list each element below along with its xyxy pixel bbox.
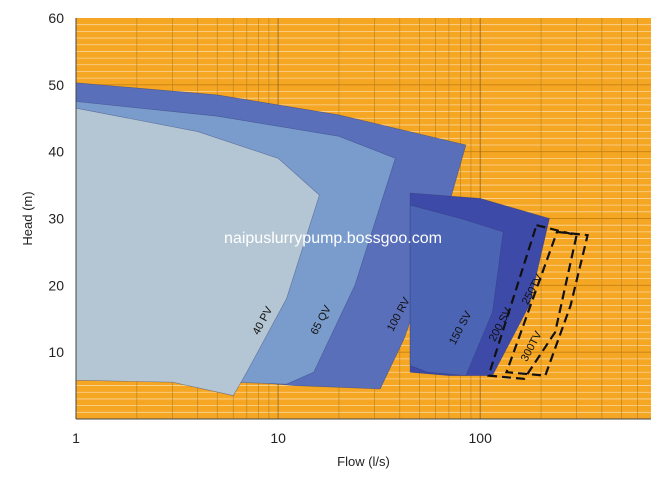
dashed-regions [487,223,589,381]
x-tick-label: 10 [270,430,286,446]
y-tick-label: 60 [48,10,64,26]
y-tick-label: 40 [48,144,64,160]
region-40-pv [75,107,320,396]
y-tick-label: 10 [48,344,64,360]
region-150-sv [409,204,504,376]
y-tick-label: 30 [48,211,64,227]
region-300tv [504,230,589,377]
y-tick-label: 20 [48,277,64,293]
x-axis-title: Flow (l/s) [337,454,390,469]
x-tick-label: 100 [469,430,493,446]
pump-regions [75,82,550,396]
watermark: naipuslurrypump.bossgoo.com [224,230,442,247]
region-250tv [487,223,578,381]
y-axis-title: Head (m) [20,191,35,245]
axes: 1 10 100 10 20 30 40 50 60 [48,10,651,446]
x-tick-label: 1 [72,430,80,446]
y-tick-label: 50 [48,77,64,93]
